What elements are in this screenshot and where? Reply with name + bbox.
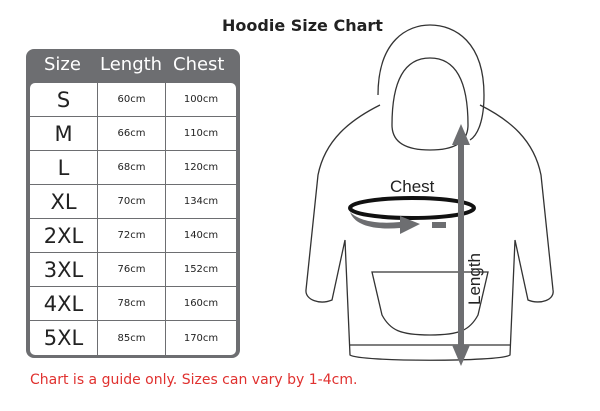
table-row: 2XL 72cm 140cm: [30, 219, 236, 253]
page-title: Hoodie Size Chart: [222, 16, 383, 35]
size-cell: 4XL: [30, 287, 98, 320]
chest-cell: 100cm: [183, 94, 219, 105]
hoodie-outline: [305, 24, 554, 361]
table-row: 3XL 76cm 152cm: [30, 253, 236, 287]
table-row: S 60cm 100cm: [30, 83, 236, 117]
length-label: Length: [465, 253, 484, 305]
chest-cell: 120cm: [183, 162, 219, 173]
table-row: 4XL 78cm 160cm: [30, 287, 236, 321]
length-cell: 85cm: [98, 321, 166, 355]
size-cell: XL: [30, 185, 98, 218]
chest-cell: 152cm: [183, 264, 219, 275]
chest-cell: 170cm: [183, 332, 219, 344]
length-cell: 72cm: [98, 219, 166, 252]
length-cell: 76cm: [98, 253, 166, 286]
length-cell: 70cm: [98, 185, 166, 218]
chest-cell: 110cm: [183, 128, 219, 139]
size-grid: S 60cm 100cm M 66cm 110cm L 68cm 120cm XL 70cm 134c…: [30, 83, 236, 355]
size-cell: S: [30, 83, 98, 116]
table-row: 5XL 85cm 170cm: [30, 321, 236, 355]
size-cell: 3XL: [30, 253, 98, 286]
header-length: Length: [100, 54, 163, 75]
length-cell: 66cm: [98, 117, 166, 150]
size-cell: M: [30, 117, 98, 150]
table-row: L 68cm 120cm: [30, 151, 236, 185]
size-disclaimer: Chart is a guide only. Sizes can vary by…: [30, 372, 358, 388]
size-cell: 5XL: [30, 321, 98, 355]
chest-cell: 140cm: [183, 230, 219, 241]
length-cell: 60cm: [98, 83, 166, 116]
table-row: M 66cm 110cm: [30, 117, 236, 151]
chest-label: Chest: [390, 177, 435, 196]
length-cell: 68cm: [98, 151, 166, 184]
size-table: Size Length Chest S 60cm 100cm M 66cm 110cm L 6…: [26, 49, 240, 358]
chest-arrow: [348, 196, 476, 234]
length-cell: 78cm: [98, 287, 166, 320]
header-size: Size: [44, 54, 81, 75]
length-arrow: [452, 124, 470, 366]
size-cell: L: [30, 151, 98, 184]
size-cell: 2XL: [30, 219, 98, 252]
header-chest: Chest: [173, 54, 225, 75]
chest-cell: 160cm: [183, 298, 219, 309]
table-row: XL 70cm 134cm: [30, 185, 236, 219]
chest-cell: 134cm: [183, 196, 219, 207]
